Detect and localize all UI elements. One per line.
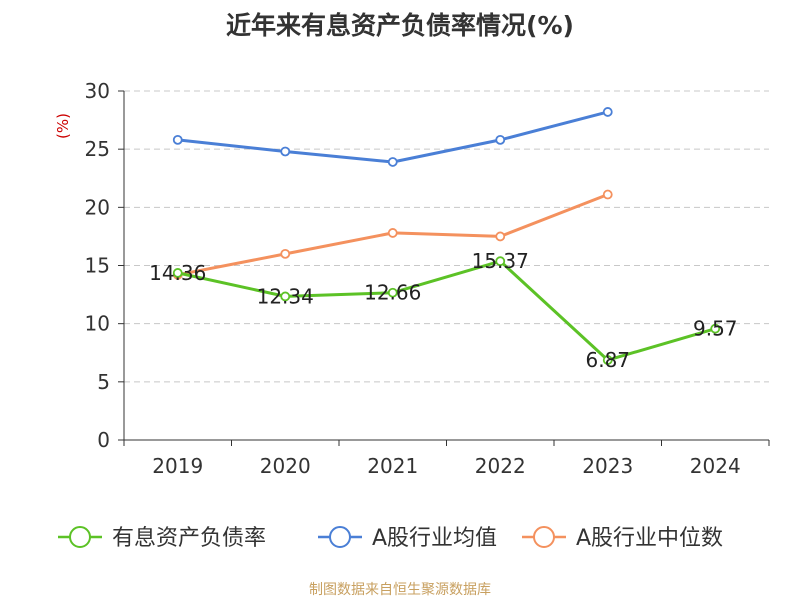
data-label-2019: 14.36 [149,261,206,285]
series-0-point-2023 [602,355,613,365]
data-label-2020: 12.34 [257,284,314,308]
y-axis-label: (%) [54,113,72,139]
series-line-1 [177,110,609,164]
series-0-point-2022 [495,256,506,267]
x-tick-label-2021: 2021 [367,454,418,478]
x-tick-label-2022: 2022 [475,454,526,478]
series-2-point-2020 [280,248,291,259]
series-1-point-2022 [495,134,506,145]
series-1-point-2020 [280,146,291,157]
series-1-point-2019 [172,134,183,145]
legend-marker-0 [69,526,91,548]
series-1-point-2021 [387,157,398,167]
series-2-point-2021 [387,228,398,238]
legend-label-1: A股行业均值 [372,526,497,551]
y-tick-label-10: 10 [85,312,110,336]
legend: 有息资产负债率 A股行业均值 A股行业中位数 [58,526,723,551]
series-1-point-2023 [602,107,613,117]
series-layer [172,107,721,365]
legend-marker-2 [533,526,555,548]
y-tick-label-5: 5 [97,370,110,394]
series-2-point-2022 [495,231,506,242]
legend-marker-1 [329,526,351,548]
y-tick-label-25: 25 [85,137,110,161]
x-tick-label-2023: 2023 [582,454,633,478]
legend-label-0: 有息资产负债率 [112,526,266,551]
chart-title: 近年来有息资产负债率情况(%) [226,11,574,40]
legend-item-1: A股行业均值 [318,526,497,551]
x-tick-label-2019: 2019 [152,454,203,478]
data-labels: 14.36 12.34 12.66 15.37 6.87 9.57 [149,249,737,372]
y-tick-label-20: 20 [85,195,110,219]
series-line-0 [177,259,716,362]
axes: 0 5 10 15 20 25 30 2019 2020 2021 2022 2023 2024 [85,79,770,478]
data-label-2021: 12.66 [364,281,421,305]
series-0-point-2020 [280,291,291,302]
data-label-2023: 6.87 [585,348,630,372]
legend-item-0: 有息资产负债率 [58,526,266,551]
series-2-point-2023 [602,189,613,200]
gridlines [124,90,769,383]
data-label-2024: 9.57 [693,317,738,341]
data-label-2022: 15.37 [472,249,529,273]
x-tick-label-2020: 2020 [260,454,311,478]
legend-label-2: A股行业中位数 [576,526,723,551]
legend-item-2: A股行业中位数 [522,526,723,551]
series-0-point-2019 [172,268,183,278]
x-tick-label-2024: 2024 [690,454,741,478]
y-tick-label-15: 15 [85,254,110,278]
series-0-point-2021 [387,287,398,298]
y-tick-label-0: 0 [97,428,110,452]
y-tick-label-30: 30 [85,79,110,103]
source-note: 制图数据来自恒生聚源数据库 [309,582,491,598]
series-0-point-2024 [710,323,721,334]
